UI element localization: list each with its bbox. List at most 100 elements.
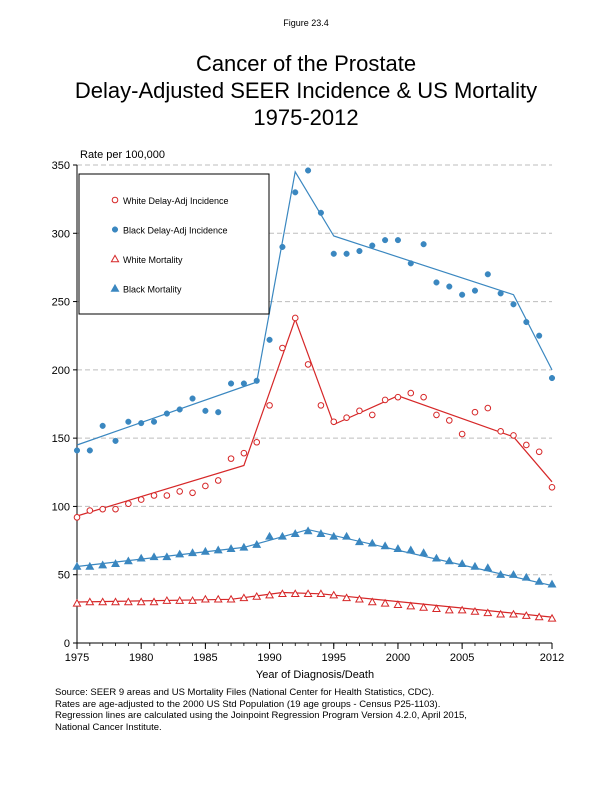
point-white-mortality xyxy=(316,589,326,598)
point-black-delay-adj-incidence xyxy=(138,420,145,427)
point-black-mortality xyxy=(342,531,352,540)
point-black-mortality xyxy=(252,540,262,548)
point-white-mortality xyxy=(303,589,313,598)
source-line-1: Source: SEER 9 areas and US Mortality Fi… xyxy=(55,687,435,698)
point-white-mortality xyxy=(98,597,108,606)
x-tick-label-1975: 1975 xyxy=(65,652,89,664)
point-white-delay-adj-incidence xyxy=(112,505,119,513)
point-black-mortality xyxy=(123,556,133,565)
point-white-mortality xyxy=(431,604,441,613)
point-white-mortality xyxy=(136,597,146,606)
point-white-mortality xyxy=(342,593,352,602)
point-white-delay-adj-incidence xyxy=(368,411,376,419)
point-white-mortality xyxy=(406,601,416,610)
point-black-mortality xyxy=(406,545,416,554)
point-white-mortality xyxy=(277,589,287,598)
point-black-delay-adj-incidence xyxy=(484,271,491,278)
point-black-delay-adj-incidence xyxy=(202,407,209,414)
legend-box xyxy=(78,173,270,315)
point-white-mortality xyxy=(200,594,210,603)
point-white-delay-adj-incidence xyxy=(240,449,248,457)
source-line-2: Rates are age-adjusted to the 2000 US St… xyxy=(55,698,441,710)
point-black-mortality xyxy=(226,544,236,552)
point-black-delay-adj-incidence xyxy=(407,260,414,267)
legend-label-black-delay-adj-incidence: Black Delay-Adj Incidence xyxy=(123,226,228,236)
point-white-mortality xyxy=(509,609,518,618)
point-black-mortality xyxy=(483,563,493,572)
point-white-delay-adj-incidence xyxy=(86,507,94,514)
x-tick-label-2005: 2005 xyxy=(450,652,474,664)
y-tick-label-350: 350 xyxy=(52,160,70,172)
point-white-mortality xyxy=(534,612,544,621)
point-white-delay-adj-incidence xyxy=(125,500,132,507)
point-white-delay-adj-incidence xyxy=(202,482,209,490)
point-black-delay-adj-incidence xyxy=(369,242,376,249)
point-white-mortality xyxy=(72,598,82,607)
x-tick-label-2000: 2000 xyxy=(386,652,410,664)
point-white-mortality xyxy=(354,594,364,603)
point-white-delay-adj-incidence xyxy=(548,484,556,491)
point-white-mortality xyxy=(85,597,95,606)
y-tick-label-100: 100 xyxy=(52,501,70,513)
regression-line-white-mortality xyxy=(76,591,553,618)
point-white-mortality xyxy=(265,590,275,599)
point-black-mortality xyxy=(290,529,300,537)
point-black-delay-adj-incidence xyxy=(548,375,556,382)
point-black-mortality xyxy=(329,531,339,540)
point-white-mortality xyxy=(496,609,506,618)
point-white-mortality xyxy=(226,594,236,603)
point-black-delay-adj-incidence xyxy=(523,319,530,326)
source-line-4: National Cancer Institute. xyxy=(55,721,162,733)
point-white-delay-adj-incidence xyxy=(137,496,145,503)
point-white-mortality xyxy=(367,597,377,606)
point-white-mortality xyxy=(547,613,557,622)
x-tick-label-1995: 1995 xyxy=(322,652,346,664)
point-white-delay-adj-incidence xyxy=(266,402,273,409)
point-black-mortality xyxy=(470,561,480,570)
point-white-mortality xyxy=(444,605,454,614)
point-black-delay-adj-incidence xyxy=(317,209,324,216)
x-axis-label: Year of Diagnosis/Death xyxy=(256,669,374,681)
point-black-mortality xyxy=(239,542,249,551)
point-white-mortality xyxy=(149,597,159,606)
point-black-mortality xyxy=(316,529,326,537)
point-white-delay-adj-incidence xyxy=(381,396,389,404)
point-black-mortality xyxy=(136,553,146,562)
point-white-delay-adj-incidence xyxy=(304,361,312,368)
point-black-mortality xyxy=(213,545,223,554)
point-white-delay-adj-incidence xyxy=(163,492,171,499)
point-white-delay-adj-incidence xyxy=(433,411,440,419)
source-line-3: Regression lines are calculated using th… xyxy=(55,710,467,721)
point-white-delay-adj-incidence xyxy=(176,488,184,495)
point-black-delay-adj-incidence xyxy=(279,243,286,250)
legend-marker-white-delay-adj-incidence xyxy=(111,196,119,204)
point-white-delay-adj-incidence xyxy=(73,514,81,521)
point-black-mortality xyxy=(496,570,506,578)
point-white-mortality xyxy=(483,608,493,617)
point-black-delay-adj-incidence xyxy=(228,380,235,387)
point-white-mortality xyxy=(329,590,339,599)
source-note: Source: SEER 9 areas and US Mortality Fi… xyxy=(55,687,575,733)
point-white-mortality xyxy=(175,596,185,604)
point-white-delay-adj-incidence xyxy=(420,393,427,401)
point-black-delay-adj-incidence xyxy=(497,290,504,297)
legend-label-black-mortality: Black Mortality xyxy=(123,285,182,295)
point-black-delay-adj-incidence xyxy=(382,237,389,244)
point-white-mortality xyxy=(252,591,262,600)
legend-marker-white-mortality xyxy=(110,254,120,263)
point-white-mortality xyxy=(470,606,480,615)
point-white-mortality xyxy=(213,594,223,603)
point-black-mortality xyxy=(444,556,454,565)
x-tick-label-1985: 1985 xyxy=(193,652,217,664)
point-black-delay-adj-incidence xyxy=(536,332,543,339)
point-black-delay-adj-incidence xyxy=(73,447,81,454)
legend-marker-black-delay-adj-incidence xyxy=(111,226,119,233)
point-black-delay-adj-incidence xyxy=(446,283,453,290)
title-line-1: Cancer of the Prostate xyxy=(195,51,417,76)
y-tick-label-0: 0 xyxy=(64,638,70,650)
point-black-mortality xyxy=(419,548,429,557)
y-axis-label: Rate per 100,000 xyxy=(80,149,165,161)
point-black-delay-adj-incidence xyxy=(471,287,479,294)
legend-marker-black-mortality xyxy=(110,283,120,292)
